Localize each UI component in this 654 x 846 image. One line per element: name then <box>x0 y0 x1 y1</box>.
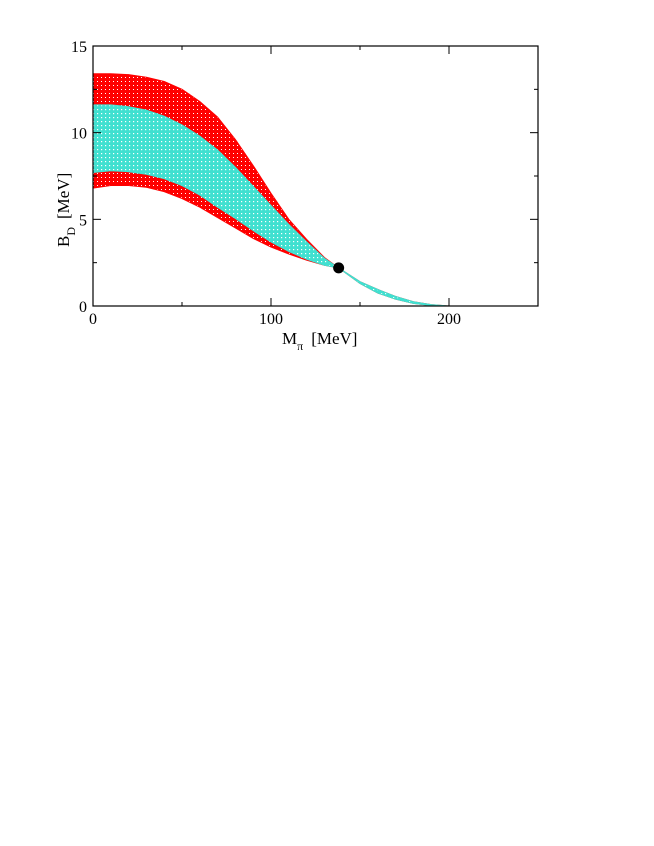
y-tick-labels: 0 5 10 15 <box>71 39 87 316</box>
x-tick-label: 100 <box>259 311 283 328</box>
x-tick-labels: 0 100 200 <box>89 311 461 328</box>
x-tick-label: 0 <box>89 311 97 328</box>
x-tick-label: 200 <box>437 311 461 328</box>
y-tick-label: 15 <box>71 39 87 56</box>
data-point <box>333 262 345 274</box>
bands-layer <box>93 73 450 306</box>
inner-band <box>93 104 450 306</box>
y-tick-label: 0 <box>79 299 87 316</box>
points-layer <box>333 262 345 274</box>
ticks-layer <box>92 45 539 307</box>
x-axis-label: Mπ [MeV] <box>282 329 357 353</box>
outer-band <box>93 73 450 306</box>
y-axis-label: BD[MeV] <box>54 173 78 247</box>
y-tick-label: 5 <box>79 212 87 229</box>
y-tick-label: 10 <box>71 126 87 143</box>
